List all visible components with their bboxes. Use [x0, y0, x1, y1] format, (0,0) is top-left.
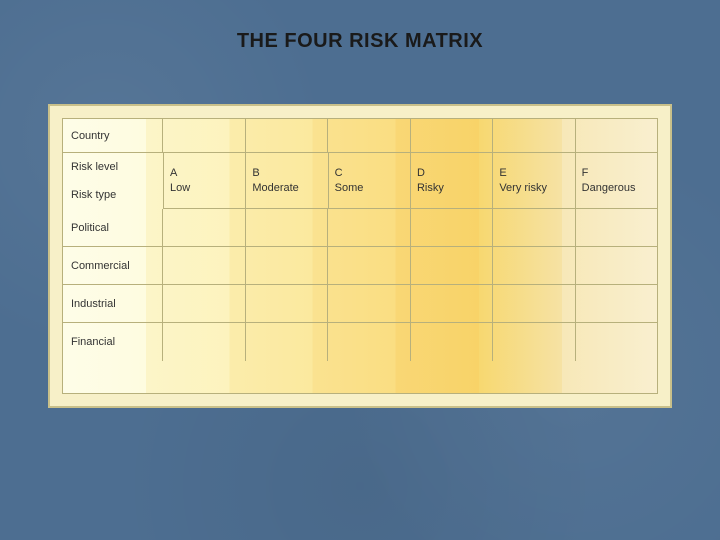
- row-industrial: Industrial: [63, 285, 657, 323]
- cell-political-a: [163, 209, 246, 246]
- cell-country-e: [493, 119, 576, 152]
- col-code-d: D: [417, 166, 486, 180]
- label-industrial: Industrial: [63, 285, 163, 322]
- cell-commercial-c: [328, 247, 411, 284]
- col-desc-c: Some: [335, 181, 404, 195]
- col-header-b: B Moderate: [246, 153, 328, 208]
- cell-industrial-b: [246, 285, 329, 322]
- col-code-e: E: [499, 166, 568, 180]
- cell-commercial-f: [576, 247, 658, 284]
- cell-commercial-b: [246, 247, 329, 284]
- row-financial: Financial: [63, 323, 657, 361]
- cell-political-c: [328, 209, 411, 246]
- cell-financial-d: [411, 323, 494, 361]
- risk-header-block: Risk level Risk type A Low B Moderate C …: [63, 153, 657, 209]
- col-code-c: C: [335, 166, 404, 180]
- cell-political-e: [493, 209, 576, 246]
- cell-political-b: [246, 209, 329, 246]
- cell-financial-e: [493, 323, 576, 361]
- page-title: THE FOUR RISK MATRIX: [0, 30, 720, 53]
- col-desc-a: Low: [170, 181, 239, 195]
- cell-political-d: [411, 209, 494, 246]
- label-commercial: Commercial: [63, 247, 163, 284]
- cell-industrial-a: [163, 285, 246, 322]
- cell-country-b: [246, 119, 329, 152]
- cell-country-d: [411, 119, 494, 152]
- col-desc-d: Risky: [417, 181, 486, 195]
- col-code-b: B: [252, 166, 321, 180]
- cell-political-f: [576, 209, 658, 246]
- label-financial: Financial: [63, 323, 163, 361]
- label-risk-level: Risk level: [63, 153, 163, 181]
- col-desc-b: Moderate: [252, 181, 321, 195]
- cell-commercial-a: [163, 247, 246, 284]
- label-political: Political: [63, 209, 163, 246]
- cell-commercial-d: [411, 247, 494, 284]
- col-desc-e: Very risky: [499, 181, 568, 195]
- cell-country-f: [576, 119, 658, 152]
- col-header-a: A Low: [164, 153, 246, 208]
- cell-industrial-c: [328, 285, 411, 322]
- cell-industrial-e: [493, 285, 576, 322]
- cell-financial-a: [163, 323, 246, 361]
- row-commercial: Commercial: [63, 247, 657, 285]
- col-header-d: D Risky: [411, 153, 493, 208]
- cell-financial-f: [576, 323, 658, 361]
- label-risk-type: Risk type: [63, 181, 163, 209]
- cell-financial-b: [246, 323, 329, 361]
- risk-matrix: Country Risk level Risk type A Low: [62, 118, 658, 394]
- col-header-e: E Very risky: [493, 153, 575, 208]
- col-header-c: C Some: [329, 153, 411, 208]
- matrix-panel: Country Risk level Risk type A Low: [48, 104, 672, 408]
- col-code-f: F: [582, 166, 651, 180]
- cell-country-a: [163, 119, 246, 152]
- cell-financial-c: [328, 323, 411, 361]
- col-desc-f: Dangerous: [582, 181, 651, 195]
- label-country: Country: [63, 119, 163, 152]
- col-code-a: A: [170, 166, 239, 180]
- row-country: Country: [63, 119, 657, 153]
- cell-commercial-e: [493, 247, 576, 284]
- col-header-f: F Dangerous: [576, 153, 657, 208]
- row-political: Political: [63, 209, 657, 247]
- cell-industrial-f: [576, 285, 658, 322]
- cell-industrial-d: [411, 285, 494, 322]
- cell-country-c: [328, 119, 411, 152]
